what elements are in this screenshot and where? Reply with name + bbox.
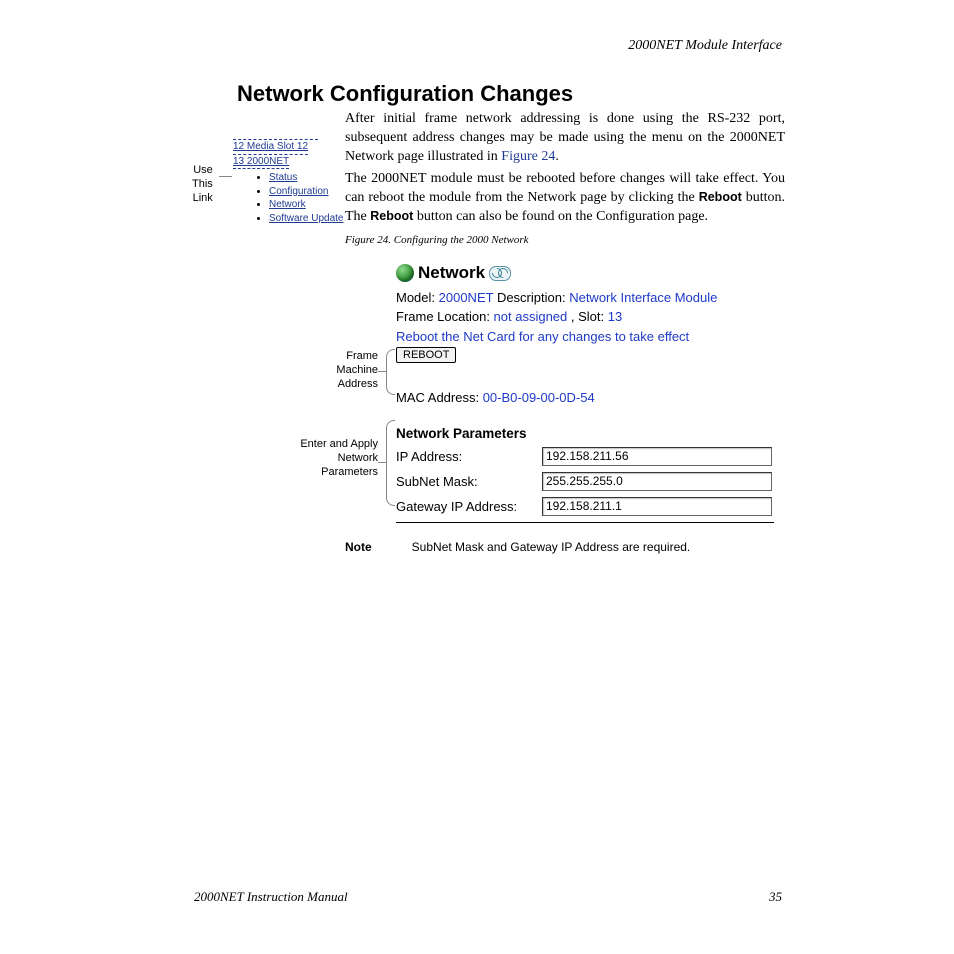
header-right: 2000NET Module Interface (628, 38, 782, 54)
reboot-bold-1: Reboot (699, 190, 742, 204)
p1-text-a: After initial frame network addressing i… (345, 111, 785, 164)
reboot-button[interactable]: REBOOT (396, 347, 456, 363)
row-ip: IP Address: (396, 447, 774, 466)
figure-link[interactable]: Figure 24 (501, 149, 555, 164)
paragraph-1: After initial frame network addressing i… (345, 110, 785, 167)
gateway-input[interactable] (542, 497, 772, 516)
ip-label: IP Address: (396, 449, 542, 464)
nav-item-status[interactable]: Status (269, 172, 297, 183)
nav-item-configuration[interactable]: Configuration (269, 186, 328, 197)
p1-text-b: . (555, 149, 559, 164)
desc-label: Description: (493, 290, 569, 305)
row-gateway: Gateway IP Address: (396, 497, 774, 516)
model-line: Model: 2000NET Description: Network Inte… (396, 289, 774, 308)
section-title: Network Configuration Changes (237, 81, 573, 107)
figure-caption: Figure 24. Configuring the 2000 Network (345, 234, 529, 246)
mac-value: 00-B0-09-00-0D-54 (483, 390, 595, 405)
leader-line-params (378, 462, 386, 463)
frameloc-value: not assigned (494, 309, 568, 324)
reboot-message: Reboot the Net Card for any changes to t… (396, 329, 774, 344)
nav-top-2[interactable]: 13 2000NET (233, 155, 289, 170)
side-label-frame-address: Frame Machine Address (323, 350, 378, 391)
brace-params (386, 420, 395, 506)
globe-icon (396, 264, 414, 282)
nav-item-network[interactable]: Network (269, 199, 306, 210)
subnet-input[interactable] (542, 472, 772, 491)
subnet-label: SubNet Mask: (396, 474, 542, 489)
footer-page-number: 35 (769, 889, 782, 905)
side-label-enter-params: Enter and Apply Network Parameters (282, 438, 378, 479)
nav-tree: 12 Media Slot 12 13 2000NET Status Confi… (233, 139, 344, 225)
footer-left: 2000NET Instruction Manual (194, 889, 348, 905)
refresh-icon[interactable] (489, 266, 511, 281)
nav-item-software-update[interactable]: Software Update (269, 213, 344, 224)
gateway-label: Gateway IP Address: (396, 499, 542, 514)
row-subnet: SubNet Mask: (396, 472, 774, 491)
desc-value: Network Interface Module (569, 290, 717, 305)
frameloc-line: Frame Location: not assigned , Slot: 13 (396, 308, 774, 327)
model-value: 2000NET (439, 290, 494, 305)
paragraph-2: The 2000NET module must be rebooted befo… (345, 170, 785, 227)
brace-frame (386, 349, 395, 395)
nav-top-1[interactable]: 12 Media Slot 12 (233, 140, 308, 155)
note-label: Note (345, 540, 372, 554)
model-label: Model: (396, 290, 439, 305)
leader-line-use (219, 176, 232, 177)
network-parameters-title: Network Parameters (396, 426, 774, 441)
note-row: Note SubNet Mask and Gateway IP Address … (345, 540, 690, 554)
slot-value: 13 (608, 309, 622, 324)
side-label-use-link: Use This Link (192, 164, 213, 205)
note-text: SubNet Mask and Gateway IP Address are r… (412, 540, 691, 554)
frameloc-label: Frame Location: (396, 309, 494, 324)
slot-label: , Slot: (567, 309, 607, 324)
network-screenshot: Network Model: 2000NET Description: Netw… (396, 255, 774, 523)
mac-line: MAC Address: 00-B0-09-00-0D-54 (396, 389, 774, 408)
reboot-bold-2: Reboot (370, 209, 413, 223)
leader-line-frame (378, 371, 386, 372)
p2-text-c: button can also be found on the Configur… (413, 209, 708, 224)
ip-input[interactable] (542, 447, 772, 466)
network-title: Network (418, 263, 485, 283)
mac-label: MAC Address: (396, 390, 483, 405)
